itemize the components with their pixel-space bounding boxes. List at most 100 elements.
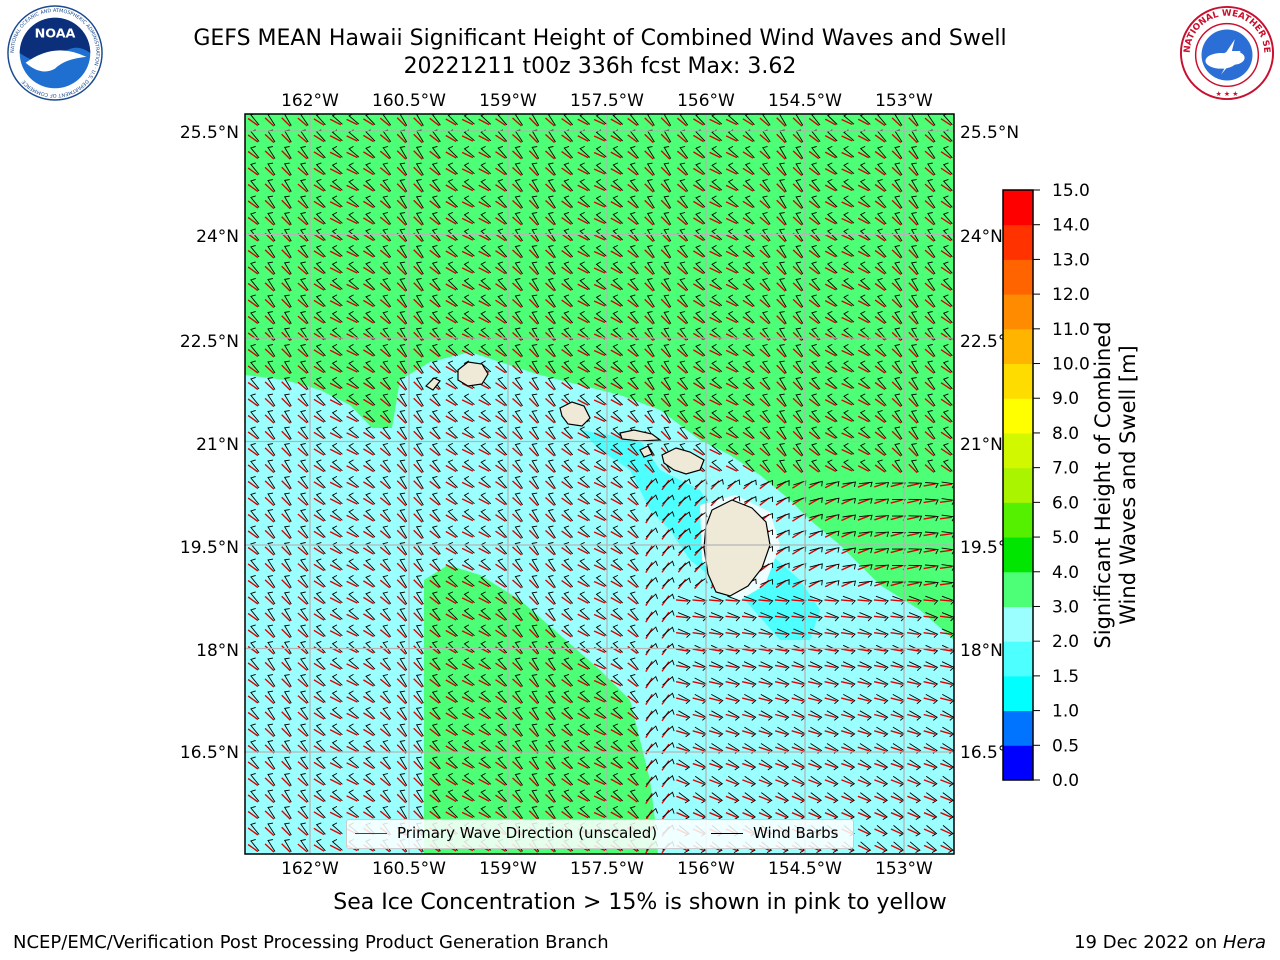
wave-direction-arrow bbox=[694, 496, 703, 507]
wind-barb bbox=[563, 211, 574, 225]
wave-direction-arrow bbox=[857, 795, 870, 802]
wave-direction-arrow bbox=[774, 615, 788, 619]
wind-barb bbox=[300, 410, 309, 423]
wind-barb bbox=[662, 808, 675, 818]
wave-direction-arrow bbox=[396, 579, 407, 589]
wave-direction-arrow bbox=[776, 447, 786, 457]
wind-barb bbox=[927, 393, 936, 407]
wind-barb bbox=[514, 756, 523, 770]
wave-direction-arrow bbox=[940, 795, 952, 802]
wave-direction-arrow bbox=[593, 663, 606, 670]
wind-barb bbox=[563, 327, 574, 340]
wind-barb bbox=[399, 278, 408, 291]
wave-direction-arrow bbox=[857, 730, 870, 735]
wind-barb bbox=[795, 377, 804, 390]
wind-barb bbox=[563, 723, 574, 736]
wave-direction-arrow bbox=[495, 415, 506, 423]
wind-barb bbox=[711, 759, 724, 771]
colorbar-cell bbox=[1003, 398, 1033, 434]
wave-direction-arrow bbox=[725, 648, 738, 652]
wind-barb bbox=[382, 740, 392, 753]
wave-direction-arrow bbox=[495, 613, 506, 621]
wave-direction-arrow bbox=[759, 381, 770, 391]
wind-barb bbox=[894, 146, 903, 159]
wave-direction-arrow bbox=[792, 249, 803, 259]
wave-direction-arrow bbox=[429, 117, 440, 127]
wave-direction-arrow bbox=[478, 415, 490, 423]
wind-barb bbox=[497, 756, 508, 769]
wind-barb bbox=[315, 541, 326, 555]
wind-barb bbox=[843, 459, 855, 472]
wave-direction-arrow bbox=[329, 498, 342, 505]
wind-barb bbox=[463, 773, 475, 785]
wave-direction-arrow bbox=[512, 199, 522, 210]
wind-barb bbox=[250, 327, 260, 340]
wind-barb bbox=[331, 245, 343, 257]
wind-barb bbox=[811, 409, 821, 423]
wave-direction-arrow bbox=[742, 217, 754, 225]
wave-direction-arrow bbox=[627, 447, 638, 457]
wave-direction-arrow bbox=[593, 168, 606, 175]
colorbar-cell bbox=[1003, 745, 1033, 781]
wave-direction-arrow bbox=[725, 746, 738, 752]
wave-direction-arrow bbox=[676, 266, 688, 275]
wind-barb bbox=[480, 426, 492, 439]
wave-direction-arrow bbox=[792, 183, 803, 193]
wave-direction-arrow bbox=[841, 201, 853, 208]
wind-barb bbox=[447, 327, 458, 340]
wind-barb bbox=[663, 278, 672, 291]
wave-direction-arrow bbox=[610, 167, 622, 176]
wind-barb bbox=[382, 195, 392, 209]
wind-barb bbox=[612, 723, 624, 736]
wave-direction-arrow bbox=[445, 761, 457, 770]
wind-barb bbox=[579, 277, 591, 290]
wave-direction-arrow bbox=[313, 778, 325, 786]
wind-barb bbox=[463, 674, 475, 686]
wind-barb bbox=[348, 294, 360, 307]
wind-barb bbox=[894, 245, 903, 258]
lon-tick-bottom: 157.5°W bbox=[570, 859, 644, 879]
wave-direction-arrow bbox=[627, 761, 638, 770]
wind-barb bbox=[612, 310, 624, 323]
wave-direction-arrow bbox=[396, 513, 407, 523]
wave-direction-arrow bbox=[841, 267, 853, 274]
wave-direction-arrow bbox=[924, 332, 935, 341]
wave-direction-arrow bbox=[329, 184, 342, 192]
wind-barb bbox=[595, 245, 607, 257]
wave-direction-arrow bbox=[725, 779, 738, 785]
wind-barb bbox=[315, 475, 326, 489]
wave-direction-arrow bbox=[841, 316, 853, 324]
wave-direction-arrow bbox=[610, 778, 622, 786]
wave-direction-arrow bbox=[776, 166, 786, 177]
wind-barb bbox=[727, 195, 739, 208]
wave-direction-arrow bbox=[610, 695, 622, 704]
wind-barb bbox=[250, 211, 260, 225]
wind-barb bbox=[612, 244, 624, 257]
wind-barb bbox=[744, 759, 757, 771]
colorbar-tick-label: 2.0 bbox=[1052, 632, 1079, 652]
wave-direction-arrow bbox=[396, 315, 407, 325]
wave-direction-arrow bbox=[808, 713, 820, 719]
wind-barb bbox=[514, 278, 523, 291]
wave-direction-arrow bbox=[577, 217, 589, 225]
wind-barb bbox=[267, 525, 276, 539]
wave-direction-arrow bbox=[874, 200, 886, 209]
wave-direction-arrow bbox=[627, 348, 638, 358]
wind-barb bbox=[679, 228, 689, 242]
wind-barb bbox=[810, 775, 823, 787]
wave-direction-arrow bbox=[841, 730, 853, 735]
wind-barb bbox=[711, 410, 723, 422]
wave-direction-arrow bbox=[545, 381, 555, 391]
wave-direction-arrow bbox=[281, 661, 291, 672]
wind-barb bbox=[348, 591, 360, 604]
wave-direction-arrow bbox=[346, 415, 358, 423]
wind-barb bbox=[514, 344, 523, 357]
wave-direction-arrow bbox=[561, 580, 572, 588]
wave-direction-arrow bbox=[577, 580, 589, 588]
wave-direction-arrow bbox=[857, 349, 870, 357]
wave-direction-arrow bbox=[676, 150, 688, 160]
wave-direction-arrow bbox=[363, 382, 374, 390]
wind-barb bbox=[547, 608, 556, 621]
wind-barb bbox=[827, 178, 838, 191]
wave-direction-arrow bbox=[610, 679, 622, 687]
